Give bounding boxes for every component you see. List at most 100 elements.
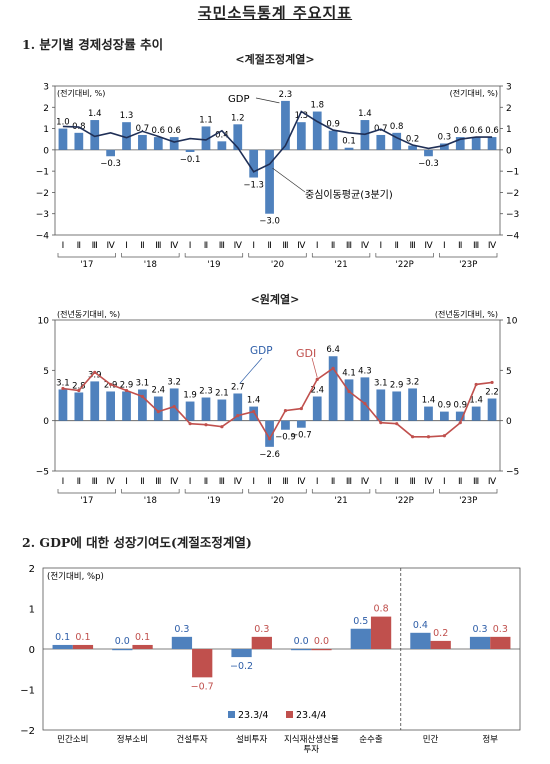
x-tick-label: Ⅱ	[331, 241, 335, 251]
year-bracket	[57, 253, 116, 258]
category-label: 민간	[423, 734, 439, 745]
x-tick-label: Ⅲ	[473, 241, 479, 251]
bar-gdp	[312, 396, 322, 421]
data-label: 0.6	[152, 126, 166, 136]
data-label: 0.6	[469, 126, 483, 136]
y-tick-left: 10	[38, 317, 50, 327]
bar-gdp	[169, 137, 179, 150]
data-label: 3.2	[406, 377, 420, 387]
x-tick-label: Ⅲ	[92, 477, 98, 487]
data-label: 0.3	[174, 624, 189, 635]
bar-gdp	[74, 132, 84, 150]
data-label: 1.8	[310, 101, 324, 111]
bar-gdp	[217, 399, 227, 421]
bar-gdp	[487, 398, 497, 421]
bar-gdp	[185, 149, 195, 152]
x-tick-label: Ⅲ	[409, 241, 415, 251]
data-label: 2.3	[199, 387, 213, 397]
x-tick-label: Ⅲ	[282, 241, 288, 251]
data-label: 1.9	[183, 391, 197, 401]
data-label: 0.5	[353, 616, 368, 627]
gdi-point	[204, 423, 208, 427]
gdi-point	[283, 409, 288, 413]
y-tick-right: 5	[506, 367, 512, 377]
x-tick-label: Ⅱ	[267, 477, 271, 487]
year-bracket	[184, 253, 244, 258]
data-label: 0.8	[374, 604, 389, 615]
data-label: 0.8	[390, 122, 404, 132]
x-tick-label: Ⅰ	[443, 241, 446, 251]
bar-2023q4	[251, 636, 272, 649]
data-label: 0.3	[254, 624, 269, 635]
year-label: '20	[271, 260, 284, 270]
data-label: 2.1	[215, 389, 229, 399]
gdi-point	[140, 394, 145, 399]
x-tick-label: Ⅰ	[379, 241, 382, 251]
data-label: 2.9	[120, 380, 134, 390]
y-axis-label-left: (전년동기대비, %)	[57, 309, 120, 319]
year-bracket	[248, 253, 307, 258]
y-tick-right: −4	[506, 232, 520, 242]
bar-gdp	[440, 411, 449, 421]
y-tick-right: −3	[506, 210, 519, 220]
data-label: 1.4	[247, 396, 261, 406]
x-tick-label: Ⅳ	[106, 477, 115, 487]
series-line-moving-average	[62, 110, 493, 173]
y-axis-label-right: (전기대비, %)	[450, 88, 498, 98]
y-tick-left: 1	[43, 125, 49, 135]
quarterly-growth-chart: 3 3 2 2 1 1 0 0 −1 −1 −2 −2 −3 −3 −4 −4 (전기대비, %) (전기대비, …	[36, 83, 520, 271]
data-label: −0.7	[191, 681, 214, 692]
gdi-point	[109, 382, 113, 387]
legend-gdp-callout: GDP	[250, 345, 273, 357]
bar-gdp	[376, 134, 386, 150]
gdi-point	[426, 435, 431, 439]
bar-gdp	[296, 122, 306, 150]
data-label: −0.2	[230, 661, 253, 672]
data-label: 1.4	[358, 109, 372, 119]
category-label: 건설투자	[176, 734, 207, 745]
y-tick-left: 5	[43, 367, 49, 377]
bar-2023q4	[72, 644, 94, 649]
x-tick-label: Ⅳ	[297, 241, 306, 251]
x-tick-label: Ⅲ	[473, 477, 479, 487]
data-label: 0.2	[406, 135, 420, 145]
gdi-point	[172, 404, 176, 409]
year-label: '21	[334, 260, 347, 270]
data-label: 0.2	[433, 628, 448, 639]
y-tick-right: −2	[506, 189, 519, 199]
x-tick-label: Ⅱ	[77, 477, 81, 487]
bar-gdp	[106, 149, 115, 157]
category-label: 지식재산생산물	[284, 734, 339, 745]
bar-gdp	[344, 147, 354, 150]
y-axis-label: (전기대비, %p)	[47, 571, 104, 582]
y-tick-right: 3	[506, 83, 512, 93]
bar-gdp	[424, 149, 433, 157]
x-tick-label: Ⅳ	[361, 241, 370, 251]
y-tick-right: 0	[506, 417, 512, 427]
bar-gdp	[281, 420, 290, 430]
gdi-point	[474, 382, 478, 387]
bar-gdp	[233, 124, 243, 150]
x-tick-label: Ⅱ	[140, 477, 144, 487]
gdi-point	[442, 434, 446, 438]
data-label: 3.2	[167, 377, 181, 387]
bar-gdp	[138, 389, 147, 421]
year-label: '22P	[396, 496, 414, 506]
x-tick-label: Ⅰ	[62, 241, 65, 251]
bar-gdp	[408, 145, 417, 150]
bar-gdp	[201, 397, 211, 421]
y-tick: 1	[29, 605, 35, 616]
bar-2023q4	[430, 640, 451, 649]
year-label: '18	[144, 496, 157, 506]
legend-label: 23.4/4	[296, 710, 326, 721]
category-label: 정부	[482, 734, 498, 745]
year-bracket	[439, 489, 498, 494]
bar-gdp	[440, 143, 449, 150]
bar-2023q3	[171, 636, 193, 649]
year-bracket	[311, 253, 371, 258]
data-label: −0.7	[291, 431, 312, 441]
bar-gdp	[455, 411, 465, 421]
data-label: 0.0	[115, 636, 130, 647]
year-bracket	[375, 253, 434, 258]
chart1-subtitle: <계절조정계열>	[235, 53, 315, 66]
